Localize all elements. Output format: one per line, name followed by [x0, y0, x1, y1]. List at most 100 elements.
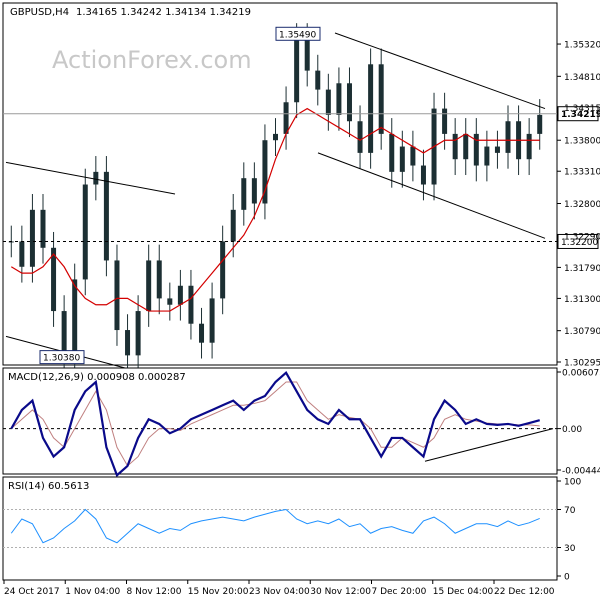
rsi-title: RSI(14) 60.5613	[8, 481, 89, 492]
y-tick-label: 1.32800	[564, 200, 600, 210]
candle-body	[410, 146, 416, 166]
candle-body	[251, 178, 257, 204]
rsi-tick-label: 0	[564, 573, 570, 583]
candle-body	[125, 330, 131, 356]
macd-line	[10, 370, 541, 478]
rsi-panel: RSI(14) 60.5613 100 70 30 0	[2, 476, 581, 583]
candle-body	[29, 209, 35, 267]
main-price-panel: GBPUSD,H4 1.34165 1.34242 1.34134 1.3421…	[2, 2, 600, 378]
annotation-box-high	[275, 26, 321, 41]
y-tick-label: 1.35320	[564, 41, 600, 51]
candle-body	[51, 247, 57, 312]
candle-body	[505, 121, 511, 153]
watermark: ActionForex.com	[52, 46, 252, 74]
y-tick-label: 1.30295	[564, 359, 600, 369]
candle-body	[526, 133, 532, 160]
current-price-tag	[557, 106, 599, 122]
candle-body	[463, 133, 469, 160]
candle-body	[114, 260, 120, 331]
candle-body	[283, 102, 289, 134]
candle-body	[19, 241, 25, 267]
candle-body	[304, 38, 310, 71]
symbol-label: GBPUSD,H4	[10, 7, 69, 18]
candle-body	[336, 83, 342, 115]
level-price-label: 1.32200	[561, 238, 598, 248]
moving-average-group	[10, 107, 540, 312]
annotation-label-low: 1.30380	[43, 354, 80, 364]
macd-trendline	[424, 428, 554, 462]
x-tick-label: 24 Oct 2017	[4, 587, 60, 597]
candle-body	[40, 209, 46, 248]
x-tick-label: 23 Nov 04:00	[249, 587, 310, 597]
macd-y-axis: 0.006073 0.00 -0.004441	[557, 369, 600, 477]
macd-tick-label: 0.006073	[562, 369, 600, 379]
main-y-axis: 1.35320 1.34810 1.33800 1.33310 1.32800 1.317…	[557, 41, 600, 369]
candle-body	[452, 133, 458, 160]
moving-average-line	[10, 107, 540, 312]
candle-body	[199, 323, 205, 343]
candle-body	[61, 311, 67, 362]
channel-lower-line	[317, 152, 546, 239]
x-tick-label: 15 Dec 04:00	[433, 587, 494, 597]
level-price-tag	[557, 233, 599, 249]
x-tick-label: 15 Nov 20:00	[188, 587, 249, 597]
rsi-tick-label: 70	[564, 506, 576, 516]
y-tick-label: 1.31790	[564, 264, 600, 274]
candle-body	[262, 140, 268, 204]
candle-body	[220, 241, 226, 299]
macd-panel: MACD(12,26,9) 0.000908 0.000287 0.006073…	[2, 367, 600, 478]
y-tick-label: 1.30790	[564, 327, 600, 337]
trendline-upper-left	[5, 161, 176, 195]
price-annotations: 1.34219 1.32200 1.35490 1.30380	[3, 26, 600, 365]
y-tick-label-partial: 1.32290	[564, 232, 600, 242]
y-tick-label: 1.33310	[564, 168, 600, 178]
y-tick-label: 1.34810	[564, 73, 600, 83]
candle-body	[230, 209, 236, 242]
rsi-lines-group	[3, 508, 557, 548]
macd-title: MACD(12,26,9) 0.000908 0.000287	[8, 372, 186, 383]
candle-body	[156, 260, 162, 299]
x-tick-label: 22 Dec 12:00	[494, 587, 555, 597]
x-tick-label: 30 Nov 12:00	[310, 587, 371, 597]
macd-tick-label: -0.004441	[562, 467, 600, 477]
candle-body	[315, 70, 321, 90]
y-tick-label-partial: 1.34315	[564, 104, 600, 114]
channel-upper-line	[334, 32, 546, 110]
rsi-y-axis: 100 70 30 0	[557, 478, 581, 583]
candle-body	[273, 133, 278, 141]
y-tick-label: 1.33800	[564, 137, 600, 147]
candle-body	[146, 260, 152, 312]
candle-body	[177, 285, 183, 305]
candle-body	[494, 146, 500, 153]
candle-body	[399, 146, 405, 172]
ohlc-values: 1.34165 1.34242 1.34134 1.34219	[76, 7, 251, 18]
candle-body	[209, 298, 215, 343]
candle-body	[188, 285, 194, 324]
candle-body	[82, 184, 88, 280]
candle-body	[442, 108, 448, 134]
rsi-line	[10, 508, 540, 544]
rsi-tick-label: 100	[564, 478, 581, 488]
macd-lines-group	[3, 370, 557, 478]
rsi-tick-label: 30	[564, 544, 576, 554]
candle-body	[241, 178, 247, 210]
candle-body	[420, 165, 426, 185]
candles-group	[8, 23, 543, 378]
candle-body	[346, 83, 352, 122]
candle-body	[72, 279, 78, 362]
candle-body	[167, 298, 173, 305]
x-tick-label: 7 Dec 20:00	[372, 587, 427, 597]
current-price-label: 1.34219	[561, 110, 600, 120]
candle-body	[378, 64, 384, 134]
candle-body	[368, 64, 374, 153]
macd-tick-label: 0.00	[562, 425, 582, 435]
y-tick-label: 1.31300	[564, 295, 600, 305]
candle-body	[103, 171, 109, 261]
candle-body	[473, 133, 479, 166]
candle-body	[325, 89, 331, 115]
annotation-label-high: 1.35490	[279, 30, 316, 40]
x-tick-label: 8 Nov 12:00	[127, 587, 182, 597]
candle-body	[537, 114, 543, 134]
